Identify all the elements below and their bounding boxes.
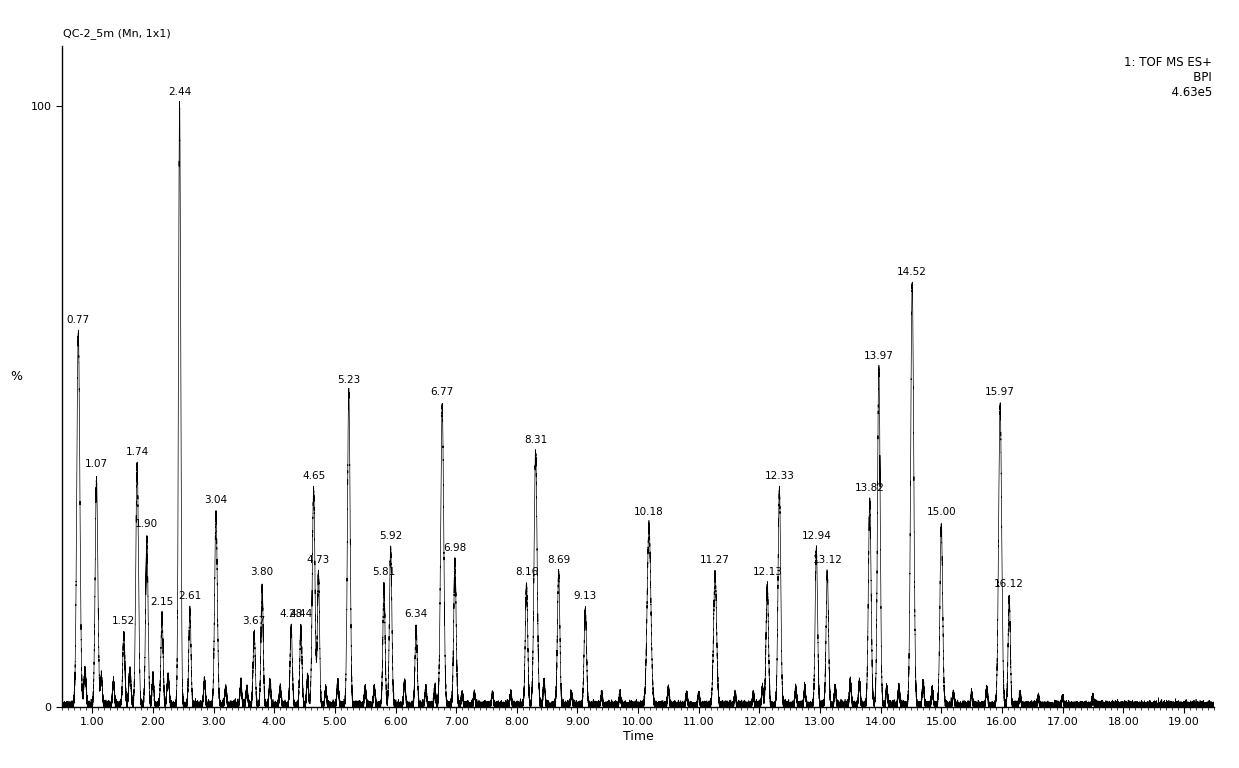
Text: 13.82: 13.82 [855,483,885,493]
Text: 8.69: 8.69 [546,555,570,565]
Text: 4.28: 4.28 [280,610,302,620]
Text: 5.81: 5.81 [373,568,395,578]
Y-axis label: %: % [11,370,22,382]
Text: 1: TOF MS ES+
       BPI
  4.63e5: 1: TOF MS ES+ BPI 4.63e5 [1124,56,1212,99]
Text: 15.00: 15.00 [927,508,957,518]
Text: 3.67: 3.67 [243,615,266,625]
Text: QC-2_5m (Mn, 1x1): QC-2_5m (Mn, 1x1) [63,28,171,39]
Text: 10.18: 10.18 [634,508,664,518]
Text: 9.13: 9.13 [574,591,597,601]
Text: 12.33: 12.33 [764,472,794,482]
Text: 4.44: 4.44 [289,610,312,620]
Text: 4.73: 4.73 [307,555,330,565]
X-axis label: Time: Time [623,730,653,743]
Text: 1.90: 1.90 [135,519,159,529]
Text: 3.04: 3.04 [204,495,228,505]
Text: 13.97: 13.97 [864,351,893,361]
Text: 16.12: 16.12 [995,580,1025,590]
Text: 1.52: 1.52 [113,615,135,625]
Text: 2.15: 2.15 [150,598,173,607]
Text: 5.92: 5.92 [379,531,403,541]
Text: 8.31: 8.31 [524,435,548,445]
Text: 15.97: 15.97 [985,387,1015,397]
Text: 2.61: 2.61 [178,591,202,601]
Text: 14.52: 14.52 [897,267,927,277]
Text: 0.77: 0.77 [67,316,90,326]
Text: 6.98: 6.98 [444,544,467,554]
Text: 13.12: 13.12 [813,555,843,565]
Text: 2.44: 2.44 [169,87,191,97]
Text: 1.74: 1.74 [125,448,149,458]
Text: 3.80: 3.80 [250,568,274,578]
Text: 6.77: 6.77 [431,387,453,397]
Text: 6.34: 6.34 [404,610,427,620]
Text: 12.13: 12.13 [752,568,782,578]
Text: 4.65: 4.65 [302,472,326,482]
Text: 1.07: 1.07 [85,459,108,469]
Text: 12.94: 12.94 [802,531,831,541]
Text: 11.27: 11.27 [700,555,730,565]
Text: 5.23: 5.23 [337,376,361,386]
Text: 8.16: 8.16 [515,568,538,578]
